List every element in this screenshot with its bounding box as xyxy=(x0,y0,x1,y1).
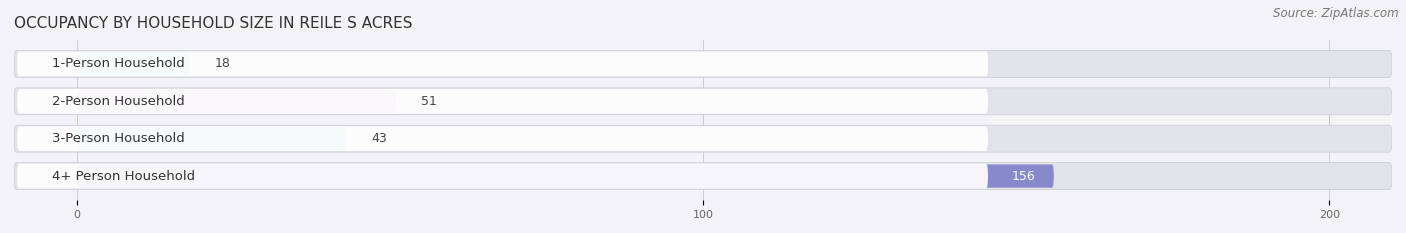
Text: 18: 18 xyxy=(215,57,231,70)
FancyBboxPatch shape xyxy=(14,163,1392,189)
Text: 2-Person Household: 2-Person Household xyxy=(52,95,184,108)
Text: 156: 156 xyxy=(1011,170,1035,183)
Text: 1-Person Household: 1-Person Household xyxy=(52,57,184,70)
FancyBboxPatch shape xyxy=(14,125,1392,152)
FancyBboxPatch shape xyxy=(17,51,988,76)
Text: 4+ Person Household: 4+ Person Household xyxy=(52,170,195,183)
FancyBboxPatch shape xyxy=(14,51,1392,77)
FancyBboxPatch shape xyxy=(17,164,988,188)
FancyBboxPatch shape xyxy=(17,126,988,151)
Text: OCCUPANCY BY HOUSEHOLD SIZE IN REILE S ACRES: OCCUPANCY BY HOUSEHOLD SIZE IN REILE S A… xyxy=(14,17,412,31)
Text: 43: 43 xyxy=(371,132,387,145)
Text: Source: ZipAtlas.com: Source: ZipAtlas.com xyxy=(1274,7,1399,20)
Text: 51: 51 xyxy=(422,95,437,108)
FancyBboxPatch shape xyxy=(77,90,396,113)
FancyBboxPatch shape xyxy=(17,89,988,114)
FancyBboxPatch shape xyxy=(77,127,346,150)
FancyBboxPatch shape xyxy=(77,52,190,75)
Text: 3-Person Household: 3-Person Household xyxy=(52,132,184,145)
FancyBboxPatch shape xyxy=(77,164,1053,188)
FancyBboxPatch shape xyxy=(14,88,1392,115)
